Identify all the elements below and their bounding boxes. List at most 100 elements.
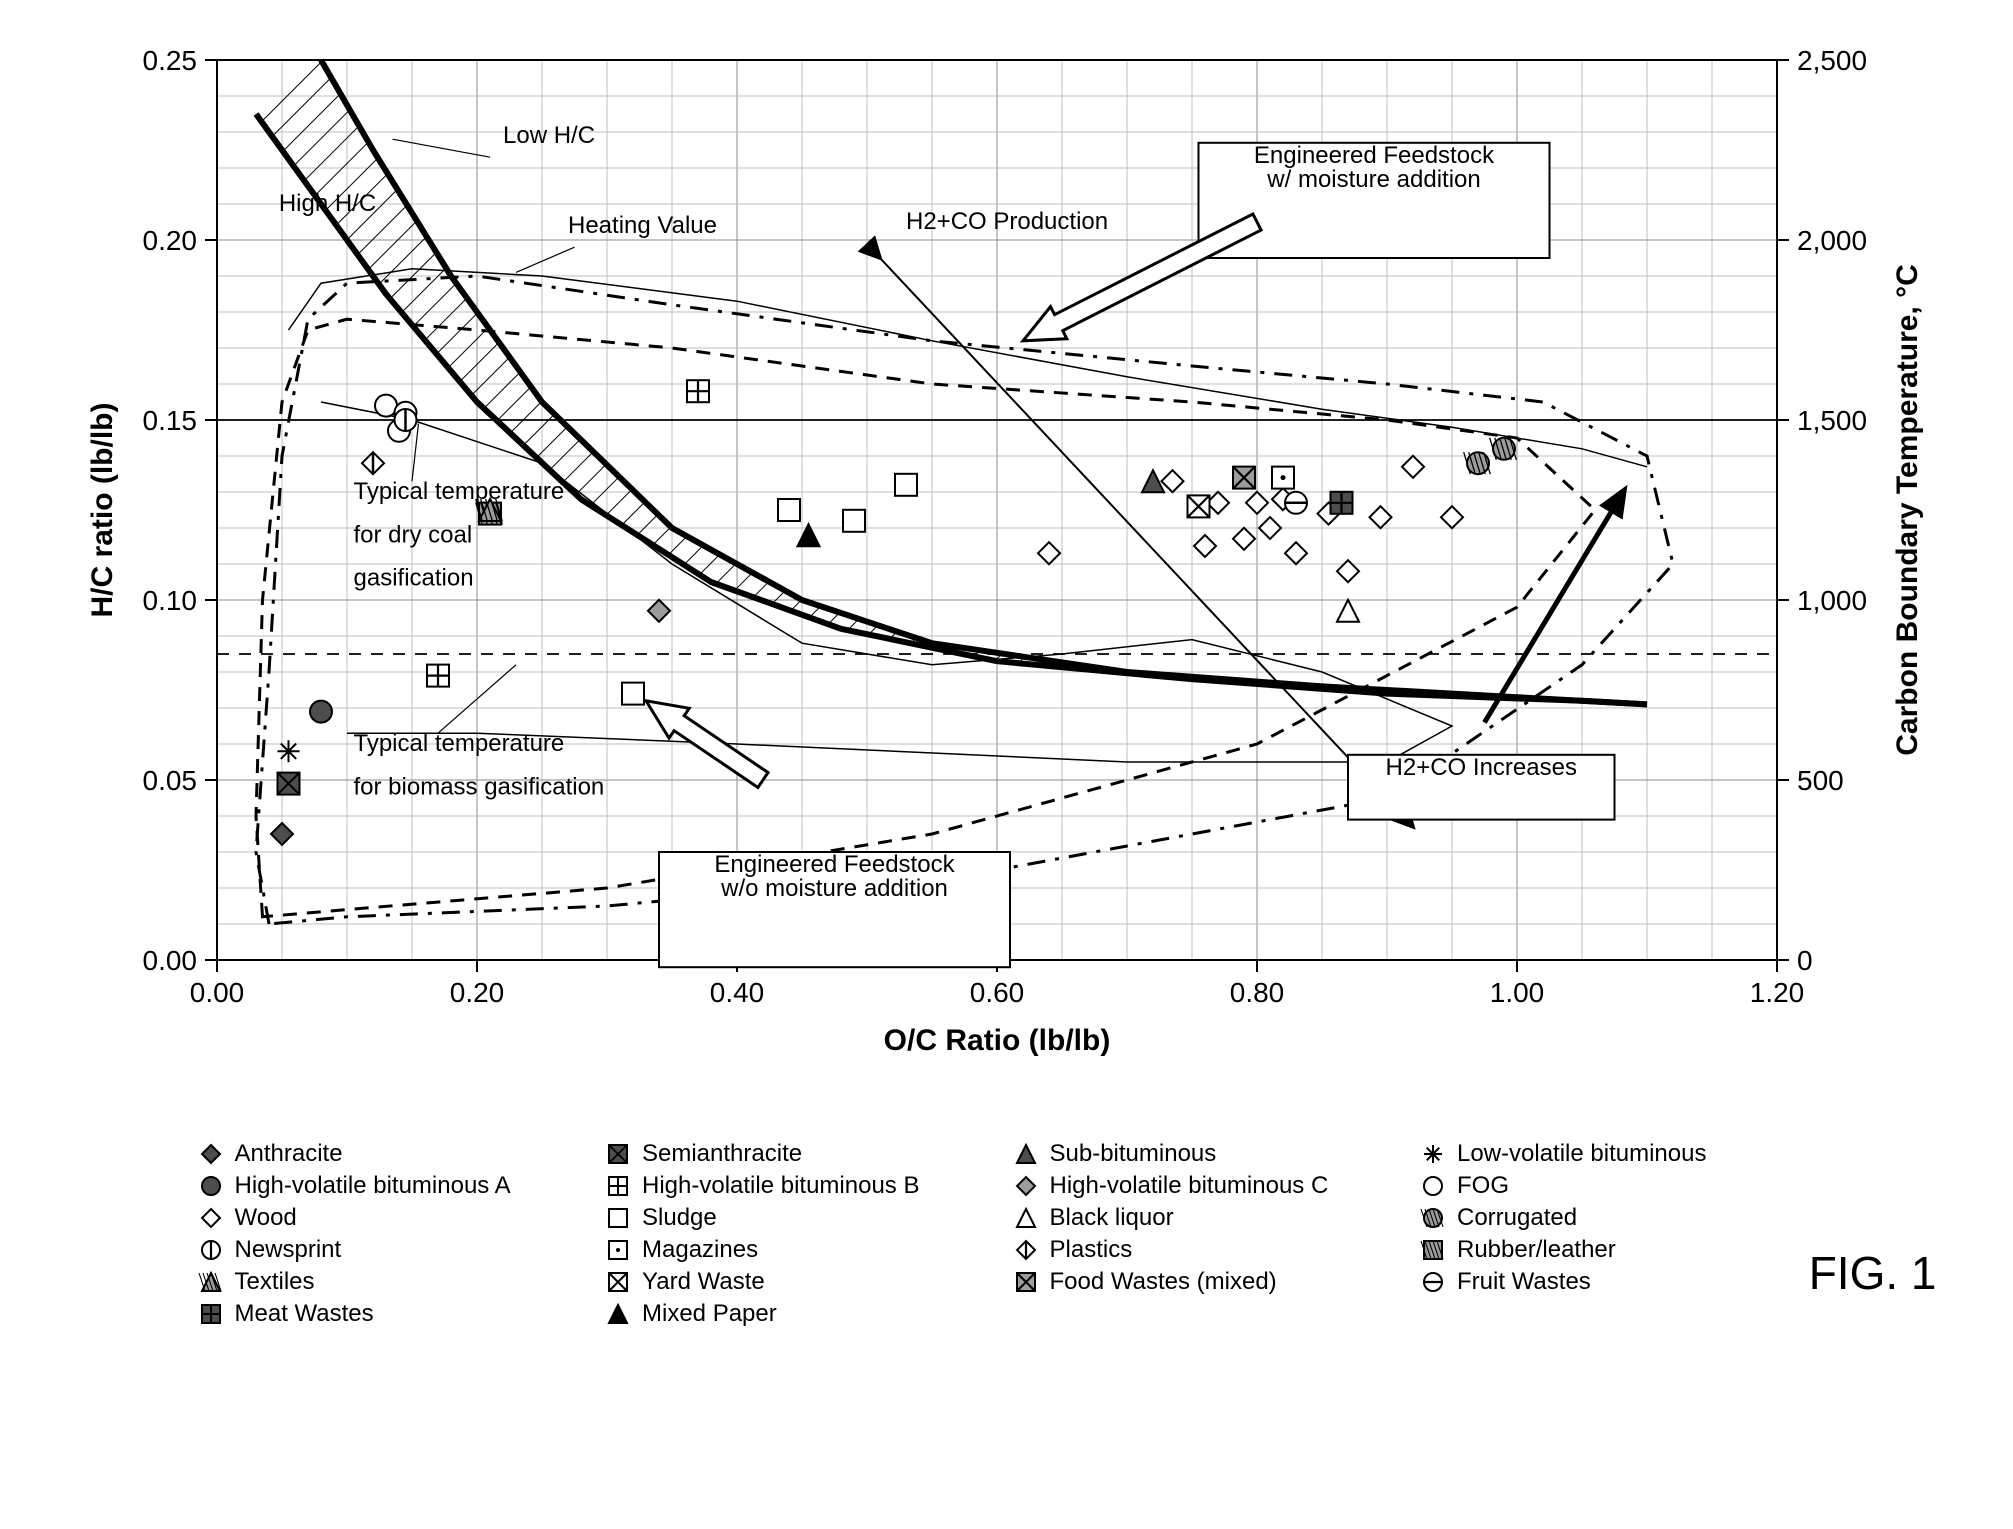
- marker-wood: [1194, 535, 1216, 557]
- legend-label: Meat Wastes: [235, 1300, 374, 1328]
- legend-item-yard_waste: Yard Waste: [604, 1268, 1002, 1296]
- legend-item-hvbC: High-volatile bituminous C: [1012, 1172, 1410, 1200]
- legend-item-fog: FOG: [1419, 1172, 1817, 1200]
- legend-label: Yard Waste: [642, 1268, 765, 1296]
- marker-sludge: [843, 510, 865, 532]
- svg-text:Engineered Feedstock: Engineered Feedstock: [1253, 142, 1494, 169]
- svg-text:0.20: 0.20: [449, 977, 504, 1008]
- legend-item-corrugated: Corrugated: [1419, 1204, 1817, 1232]
- svg-text:0.20: 0.20: [142, 225, 197, 256]
- legend-label: Mixed Paper: [642, 1300, 777, 1328]
- marker-fruit_wastes: [1285, 492, 1307, 514]
- legend-label: Rubber/leather: [1457, 1236, 1616, 1264]
- svg-text:500: 500: [1797, 765, 1844, 796]
- marker-anthracite: [271, 823, 293, 845]
- marker-wood: [1369, 506, 1391, 528]
- legend-item-fruit_wastes: Fruit Wastes: [1419, 1268, 1817, 1296]
- svg-text:0.60: 0.60: [969, 977, 1024, 1008]
- legend-label: Textiles: [235, 1268, 315, 1296]
- marker-wood: [1038, 542, 1060, 564]
- legend-label: Low-volatile bituminous: [1457, 1140, 1706, 1168]
- svg-text:0.00: 0.00: [142, 945, 197, 976]
- legend-item-wood: Wood: [197, 1204, 595, 1232]
- annotation: gasification: [353, 565, 473, 592]
- annotation: Typical temperature: [353, 730, 564, 757]
- marker-sludge: [778, 499, 800, 521]
- legend-item-black_liquor: Black liquor: [1012, 1204, 1410, 1232]
- legend-label: Food Wastes (mixed): [1050, 1268, 1277, 1296]
- marker-sludge: [622, 683, 644, 705]
- svg-text:0.00: 0.00: [189, 977, 244, 1008]
- marker-meat_wastes: [1330, 492, 1352, 514]
- marker-wood: [1161, 470, 1183, 492]
- svg-text:0.10: 0.10: [142, 585, 197, 616]
- chart-canvas: 0.00 0.20 0.40 0.60 0.80 1.00 1.20 0.00 0.05 0.10…: [57, 20, 1957, 1120]
- figure-1: 0.00 0.20 0.40 0.60 0.80 1.00 1.20 0.00 0.05 0.10…: [57, 20, 1957, 1460]
- legend-label: Wood: [235, 1204, 297, 1232]
- legend-label: High-volatile bituminous C: [1050, 1172, 1329, 1200]
- legend-label: Fruit Wastes: [1457, 1268, 1591, 1296]
- legend-item-semianthracite: Semianthracite: [604, 1140, 1002, 1168]
- svg-text:0: 0: [1797, 945, 1813, 976]
- svg-text:0.25: 0.25: [142, 45, 197, 76]
- marker-yard_waste: [1187, 495, 1209, 517]
- annotation: High H/C: [278, 190, 375, 217]
- svg-text:0.40: 0.40: [709, 977, 764, 1008]
- legend: Anthracite Semianthracite Sub-bituminous Lo…: [197, 1140, 1817, 1328]
- legend-item-lowvol_bituminous: Low-volatile bituminous: [1419, 1140, 1817, 1168]
- svg-text:w/ moisture addition: w/ moisture addition: [1266, 166, 1480, 193]
- marker-food_wastes: [1233, 467, 1255, 489]
- svg-text:w/o moisture addition: w/o moisture addition: [720, 875, 948, 902]
- legend-item-empty: [1012, 1300, 1410, 1328]
- annotation: for biomass gasification: [353, 773, 604, 800]
- marker-wood: [1259, 517, 1281, 539]
- svg-text:O/C Ratio (lb/lb): O/C Ratio (lb/lb): [883, 1024, 1110, 1057]
- svg-text:2,500: 2,500: [1797, 45, 1867, 76]
- svg-text:0.05: 0.05: [142, 765, 197, 796]
- annotation: H2+CO Production: [906, 208, 1108, 235]
- svg-text:1,500: 1,500: [1797, 405, 1867, 436]
- svg-text:Carbon Boundary Temperature, °: Carbon Boundary Temperature, °C: [1891, 264, 1924, 756]
- marker-newsprint: [394, 409, 416, 431]
- legend-label: Plastics: [1050, 1236, 1133, 1264]
- legend-label: Semianthracite: [642, 1140, 802, 1168]
- marker-wood: [1285, 542, 1307, 564]
- annotation: Typical temperature: [353, 478, 564, 505]
- legend-label: Magazines: [642, 1236, 758, 1264]
- legend-item-plastics: Plastics: [1012, 1236, 1410, 1264]
- marker-hvbB: [427, 665, 449, 687]
- legend-label: Anthracite: [235, 1140, 343, 1168]
- svg-text:1.20: 1.20: [1749, 977, 1804, 1008]
- svg-text:Engineered Feedstock: Engineered Feedstock: [714, 851, 955, 878]
- legend-item-newsprint: Newsprint: [197, 1236, 595, 1264]
- svg-text:2,000: 2,000: [1797, 225, 1867, 256]
- annotation: Heating Value: [568, 212, 717, 239]
- marker-wood: [1441, 506, 1463, 528]
- marker-hvbB: [687, 380, 709, 402]
- legend-label: High-volatile bituminous B: [642, 1172, 919, 1200]
- marker-semianthracite: [277, 773, 299, 795]
- svg-text:0.80: 0.80: [1229, 977, 1284, 1008]
- marker-hvbA: [310, 701, 332, 723]
- legend-label: FOG: [1457, 1172, 1509, 1200]
- legend-label: Sub-bituminous: [1050, 1140, 1217, 1168]
- legend-label: Black liquor: [1050, 1204, 1174, 1232]
- legend-label: Sludge: [642, 1204, 717, 1232]
- legend-item-magazines: Magazines: [604, 1236, 1002, 1264]
- legend-item-subbituminous: Sub-bituminous: [1012, 1140, 1410, 1168]
- legend-item-rubber_leather: Rubber/leather: [1419, 1236, 1817, 1264]
- marker-wood: [1246, 492, 1268, 514]
- marker-black_liquor: [1337, 600, 1359, 622]
- figure-label: FIG. 1: [1809, 1246, 1937, 1300]
- legend-item-sludge: Sludge: [604, 1204, 1002, 1232]
- marker-wood: [1402, 456, 1424, 478]
- svg-text:H/C ratio (lb/lb): H/C ratio (lb/lb): [86, 403, 119, 618]
- legend-item-meat_wastes: Meat Wastes: [197, 1300, 595, 1328]
- legend-item-empty: [1419, 1300, 1817, 1328]
- legend-item-food_wastes: Food Wastes (mixed): [1012, 1268, 1410, 1296]
- marker-hvbC: [648, 600, 670, 622]
- svg-text:1,000: 1,000: [1797, 585, 1867, 616]
- legend-item-hvbB: High-volatile bituminous B: [604, 1172, 1002, 1200]
- svg-text:1.00: 1.00: [1489, 977, 1544, 1008]
- legend-label: Newsprint: [235, 1236, 342, 1264]
